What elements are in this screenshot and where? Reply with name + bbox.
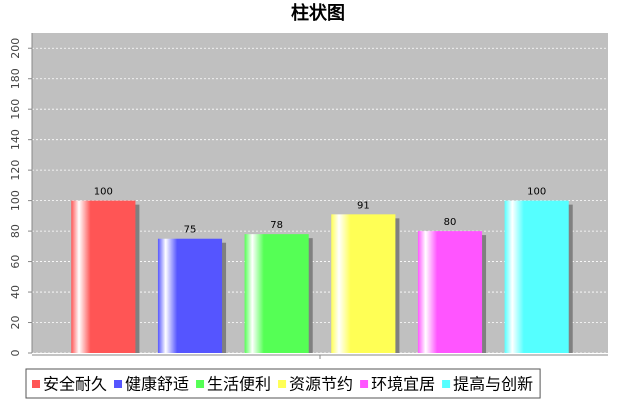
- value-label: 78: [270, 220, 283, 231]
- value-label: 100: [94, 187, 113, 198]
- value-label: 80: [444, 217, 457, 228]
- y-tick-label: 0: [9, 350, 22, 357]
- legend-label: 资源节约: [289, 375, 353, 394]
- chart-title: 柱状图: [291, 2, 345, 24]
- y-tick-label: 20: [9, 316, 22, 330]
- legend-swatch: [196, 380, 205, 388]
- legend-label: 生活便利: [207, 375, 271, 394]
- y-tick-label: 100: [9, 190, 22, 211]
- bar: [157, 238, 223, 353]
- value-label: 100: [527, 187, 546, 198]
- y-tick-label: 120: [9, 160, 22, 181]
- y-tick-label: 140: [9, 129, 22, 150]
- legend-swatch: [442, 380, 451, 388]
- legend-label: 提高与创新: [453, 375, 533, 394]
- y-tick-label: 80: [9, 224, 22, 238]
- bar: [71, 200, 136, 353]
- y-tick-label: 160: [9, 99, 22, 120]
- bar: [417, 231, 483, 353]
- legend-swatch: [278, 380, 287, 388]
- y-tick-label: 60: [9, 255, 22, 269]
- legend-label: 环境宜居: [371, 375, 435, 394]
- y-tick-label: 40: [9, 285, 22, 299]
- value-label: 75: [184, 225, 197, 236]
- legend-swatch: [114, 380, 123, 388]
- legend-label: 安全耐久: [43, 375, 107, 394]
- legend-swatch: [360, 380, 369, 388]
- y-tick-label: 180: [9, 68, 22, 89]
- bar: [504, 200, 569, 353]
- bar: [331, 214, 396, 353]
- legend-swatch: [32, 380, 40, 388]
- y-tick-label: 200: [9, 38, 22, 59]
- value-label: 91: [357, 200, 370, 211]
- bar: [244, 234, 309, 353]
- legend-label: 健康舒适: [125, 375, 189, 394]
